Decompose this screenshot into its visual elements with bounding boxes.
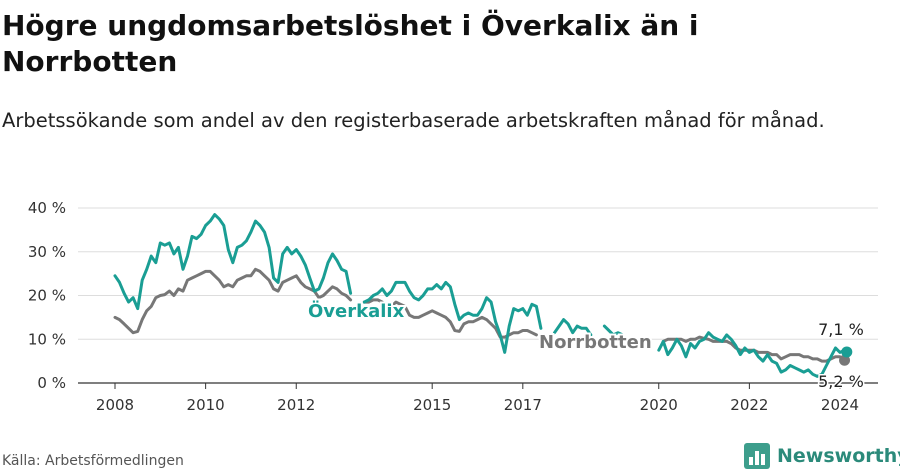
y-tick-label: 0 %	[37, 374, 66, 392]
end-point-norrbotten	[839, 354, 851, 366]
x-tick-label: 2012	[277, 396, 315, 414]
end-points	[839, 346, 853, 366]
series-lines	[113, 213, 849, 378]
labels: Överkalix Norrbotten 7,1 % 5,2 %	[306, 298, 865, 393]
x-tick-label: 2022	[730, 396, 768, 414]
source-note: Källa: Arbetsförmedlingen	[2, 453, 184, 469]
x-ticks: 2008 2010 2012 2015 2017 2020 2022 2024	[96, 383, 859, 414]
y-tick-label: 10 %	[28, 330, 66, 348]
end-point-overkalix	[841, 346, 853, 358]
x-tick-label: 2017	[504, 396, 542, 414]
series-label-overkalix: Överkalix	[308, 300, 405, 322]
gridlines	[78, 207, 878, 384]
y-tick-label: 30 %	[28, 243, 66, 261]
series-line-overkalix	[113, 213, 849, 378]
x-tick-label: 2015	[413, 396, 451, 414]
bar-chart-logo-icon	[744, 443, 770, 469]
x-tick-label: 2024	[821, 396, 859, 414]
x-tick-label: 2008	[96, 396, 134, 414]
chart-subtitle: Arbetssökande som andel av den registerb…	[2, 109, 825, 132]
x-tick-label: 2020	[640, 396, 678, 414]
chart-title: Högre ungdomsarbetslöshet i Överkalix än…	[2, 9, 699, 78]
end-value-norrbotten: 5,2 %	[818, 372, 864, 391]
brand-name: Newsworthy	[777, 445, 900, 467]
y-tick-label: 20 %	[28, 287, 66, 305]
series-label-norrbotten: Norrbotten	[539, 332, 652, 353]
y-tick-label: 40 %	[28, 199, 66, 217]
end-value-overkalix: 7,1 %	[818, 320, 864, 339]
x-tick-label: 2010	[187, 396, 225, 414]
brand-logo[interactable]: Newsworthy	[744, 441, 900, 471]
y-tick-labels: 0 % 10 % 20 % 30 % 40 %	[28, 199, 66, 392]
